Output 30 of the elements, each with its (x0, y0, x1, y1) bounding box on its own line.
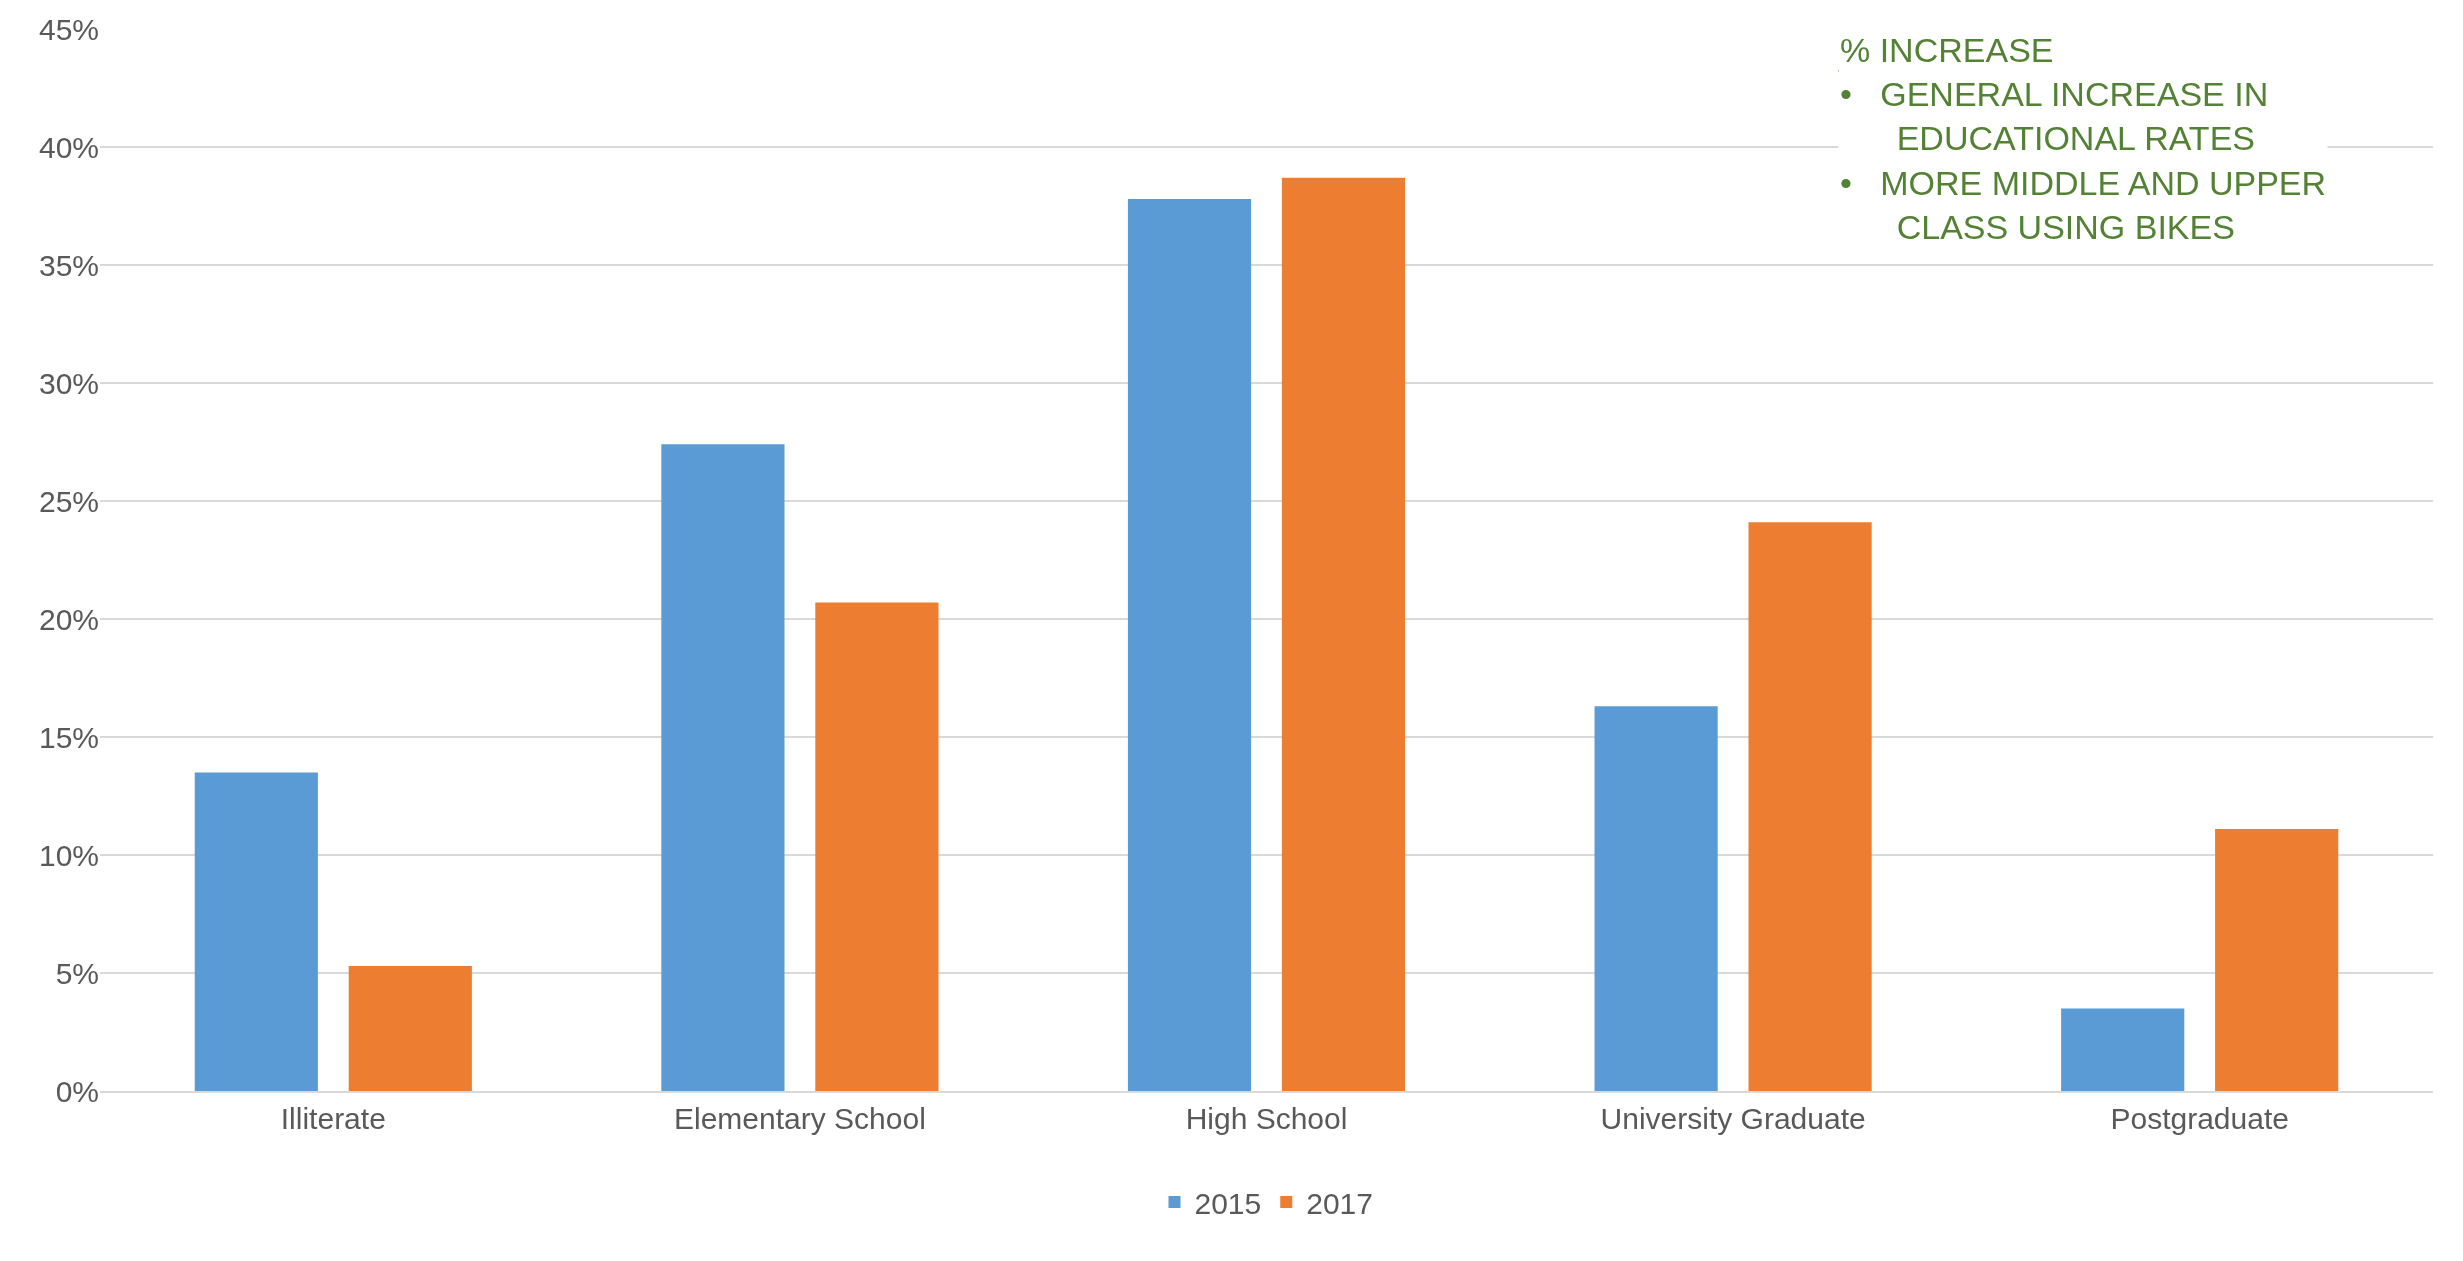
bar (1127, 198, 1252, 1091)
y-tick-label: 30% (38, 366, 99, 400)
x-tick-label: University Graduate (1600, 1102, 1866, 1135)
x-tick-label: Illiterate (280, 1102, 386, 1135)
annotation: • MORE MIDDLE AND UPPER CLASS USING BIKES (1840, 163, 2327, 246)
y-tick-label: 45% (38, 12, 99, 46)
legend-label: 2015 (1194, 1186, 1262, 1220)
y-tick-label: 5% (55, 956, 99, 990)
y-tick-label: 40% (38, 130, 99, 164)
bar (1281, 177, 1406, 1091)
y-tick-label: 25% (38, 484, 99, 518)
annotation: % INCREASE (1840, 31, 2054, 69)
bar (194, 772, 318, 1091)
y-tick-label: 0% (55, 1074, 99, 1108)
annotation: • GENERAL INCREASE IN EDUCATIONAL RATES (1840, 75, 2269, 158)
bar (348, 965, 472, 1091)
legend-label: 2017 (1306, 1186, 1373, 1220)
y-tick-label: 15% (38, 720, 99, 754)
x-tick-label: High School (1185, 1102, 1348, 1135)
x-tick-label: Postgraduate (2110, 1102, 2289, 1135)
bar (2061, 1008, 2185, 1091)
bar (1748, 522, 1872, 1091)
bar (2215, 829, 2339, 1091)
bar (815, 602, 939, 1091)
bar (661, 444, 785, 1091)
y-tick-label: 35% (38, 248, 99, 282)
y-tick-label: 10% (38, 838, 99, 872)
y-tick-label: 20% (38, 602, 99, 636)
bar (1594, 706, 1718, 1091)
x-tick-label: Elementary School (674, 1102, 926, 1135)
